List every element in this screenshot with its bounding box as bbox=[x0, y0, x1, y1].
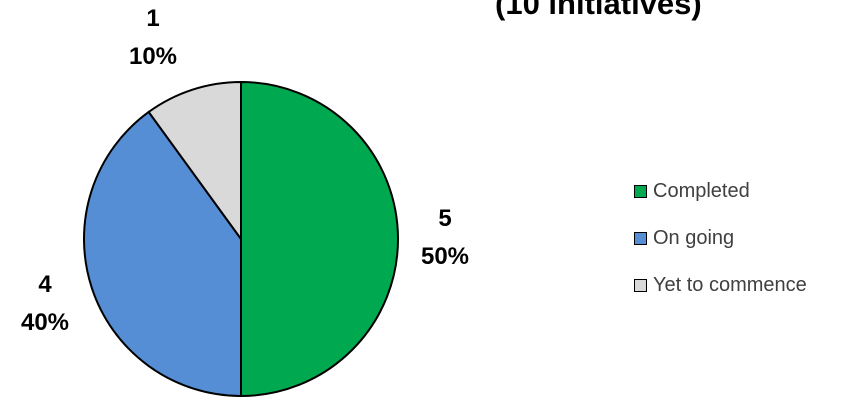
slice-label-completed: 5 50% bbox=[412, 200, 478, 276]
slice-percent-on-going: 40% bbox=[20, 309, 70, 336]
legend-item-on-going: On going bbox=[634, 223, 807, 254]
slice-percent-completed: 50% bbox=[420, 243, 470, 270]
slice-value-on-going: 4 bbox=[38, 271, 52, 298]
slice-value-completed: 5 bbox=[438, 205, 452, 232]
slice-label-yet-to-commence: 1 10% bbox=[120, 0, 186, 76]
pie-slice-yet-to-commence bbox=[147, 81, 242, 240]
pie-slice-on-going bbox=[83, 110, 242, 397]
legend-label-on-going: On going bbox=[653, 227, 735, 249]
legend-item-yet-to-commence: Yet to commence bbox=[634, 270, 807, 301]
legend-label-yet-to-commence: Yet to commence bbox=[653, 274, 807, 296]
legend-swatch-on-going bbox=[634, 232, 647, 245]
chart-title: (10 initiatives) bbox=[495, 0, 702, 21]
legend-label-completed: Completed bbox=[653, 180, 750, 202]
slice-percent-yet-to-commence: 10% bbox=[128, 43, 178, 70]
legend-swatch-completed bbox=[634, 185, 647, 198]
slice-label-on-going: 4 40% bbox=[12, 266, 78, 342]
legend-item-completed: Completed bbox=[634, 176, 807, 207]
legend: Completed On going Yet to commence bbox=[634, 176, 807, 317]
pie-slice-completed bbox=[240, 81, 399, 397]
slice-value-yet-to-commence: 1 bbox=[146, 5, 160, 32]
legend-swatch-yet-to-commence bbox=[634, 279, 647, 292]
